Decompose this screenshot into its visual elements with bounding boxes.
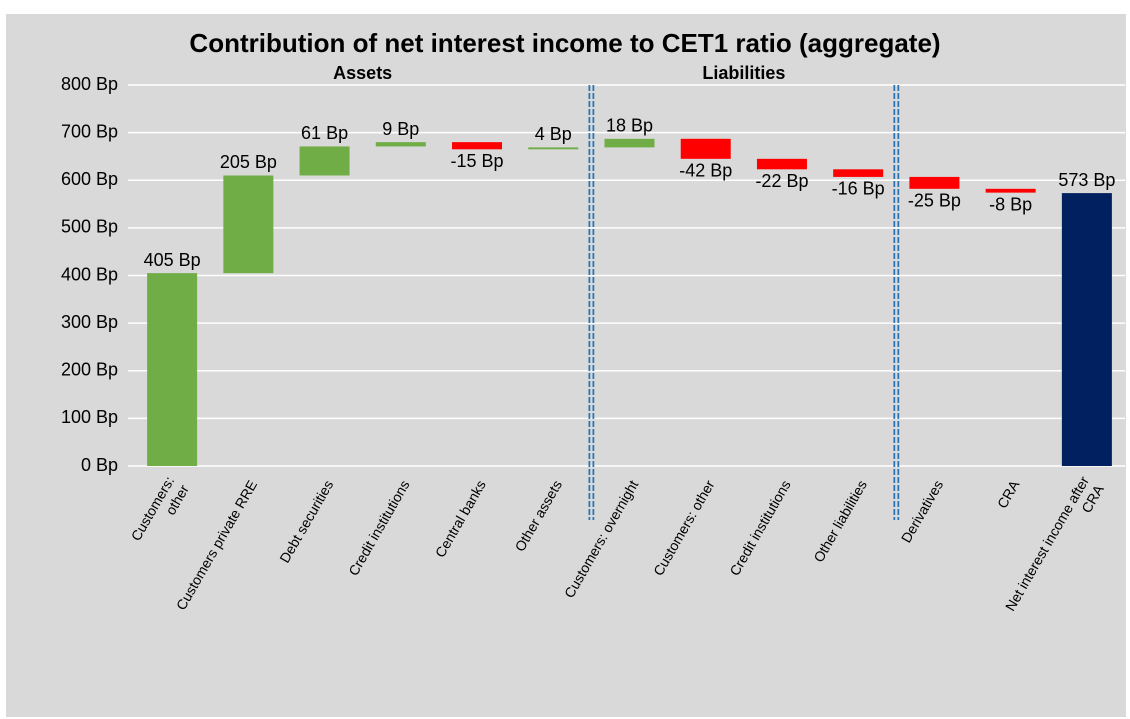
- bar: [756, 158, 807, 170]
- value-label: -8 Bp: [989, 194, 1032, 214]
- y-tick-label: 300 Bp: [61, 312, 118, 332]
- y-tick-label: 0 Bp: [81, 455, 118, 475]
- y-tick-label: 600 Bp: [61, 169, 118, 189]
- section-label: Assets: [333, 63, 392, 83]
- bar: [1061, 193, 1112, 466]
- bar: [680, 138, 731, 159]
- value-label: -22 Bp: [755, 171, 808, 191]
- value-label: 9 Bp: [382, 119, 419, 139]
- y-tick-label: 100 Bp: [61, 407, 118, 427]
- y-tick-label: 800 Bp: [61, 74, 118, 94]
- value-label: 573 Bp: [1058, 170, 1115, 190]
- bar: [909, 176, 960, 189]
- value-label: 4 Bp: [535, 124, 572, 144]
- bar: [985, 188, 1036, 193]
- value-label: 61 Bp: [301, 123, 348, 143]
- value-label: -42 Bp: [679, 161, 732, 181]
- bar: [604, 138, 655, 148]
- bar: [147, 273, 198, 466]
- value-label: -15 Bp: [451, 151, 504, 171]
- y-tick-label: 700 Bp: [61, 121, 118, 141]
- bar: [375, 142, 426, 147]
- value-label: 405 Bp: [144, 250, 201, 270]
- y-tick-label: 200 Bp: [61, 360, 118, 380]
- chart-title: Contribution of net interest income to C…: [189, 28, 940, 58]
- value-label: 18 Bp: [606, 116, 653, 136]
- bar: [299, 146, 350, 176]
- value-label: -25 Bp: [908, 191, 961, 211]
- value-label: 205 Bp: [220, 152, 277, 172]
- bar: [528, 147, 579, 150]
- bar: [223, 175, 274, 274]
- value-label: -16 Bp: [832, 179, 885, 199]
- bar: [833, 169, 884, 177]
- section-label: Liabilities: [702, 63, 785, 83]
- y-tick-label: 500 Bp: [61, 217, 118, 237]
- y-tick-label: 400 Bp: [61, 264, 118, 284]
- bar: [452, 142, 503, 150]
